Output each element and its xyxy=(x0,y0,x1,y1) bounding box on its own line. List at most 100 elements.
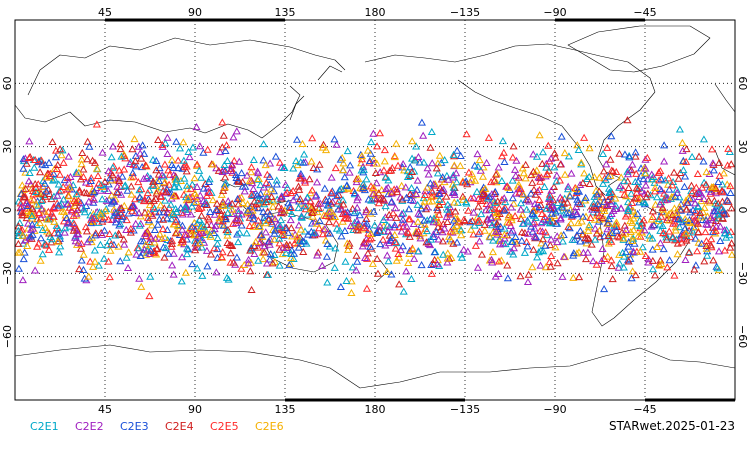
observation-marker xyxy=(87,218,96,227)
observation-marker xyxy=(679,231,688,239)
observation-marker xyxy=(644,255,653,263)
observation-marker xyxy=(224,197,233,205)
observation-marker xyxy=(628,160,637,168)
observation-marker xyxy=(576,237,585,245)
observation-marker xyxy=(458,192,467,200)
observation-marker xyxy=(167,236,177,244)
observation-marker xyxy=(598,149,608,158)
observation-marker xyxy=(275,234,284,242)
observation-marker xyxy=(631,270,640,279)
observation-marker xyxy=(308,134,317,142)
observation-marker xyxy=(197,223,206,231)
observation-marker xyxy=(645,231,654,239)
observation-marker xyxy=(414,247,423,255)
observation-marker xyxy=(206,232,215,240)
observation-marker xyxy=(598,179,608,187)
observation-marker xyxy=(681,172,690,180)
observation-marker xyxy=(343,245,353,253)
observation-marker xyxy=(416,210,425,218)
observation-marker xyxy=(511,211,520,220)
observation-marker xyxy=(587,240,596,248)
legend-item: C2E5 xyxy=(210,420,239,433)
observation-marker xyxy=(515,188,524,196)
observation-marker xyxy=(636,247,645,255)
observation-marker xyxy=(507,203,516,211)
observation-marker xyxy=(600,254,609,262)
observation-marker xyxy=(450,198,459,206)
observation-marker xyxy=(254,169,263,177)
observation-marker xyxy=(475,216,484,224)
coastline-segment xyxy=(14,344,736,389)
observation-marker xyxy=(378,194,388,202)
observation-marker xyxy=(631,148,640,156)
observation-marker xyxy=(213,239,222,247)
observation-marker xyxy=(215,214,224,222)
observation-marker xyxy=(584,226,593,234)
observation-marker xyxy=(724,197,733,205)
observation-marker xyxy=(639,198,648,206)
observation-marker xyxy=(397,210,406,218)
observation-marker xyxy=(143,189,152,197)
observation-marker xyxy=(221,215,230,223)
observation-marker xyxy=(481,184,490,193)
observation-marker xyxy=(72,190,81,198)
observation-marker xyxy=(406,189,415,198)
observation-marker xyxy=(38,225,47,233)
longitude-tick-label: −45 xyxy=(633,403,656,416)
observation-marker xyxy=(129,172,138,180)
observation-marker xyxy=(706,187,715,195)
observation-marker xyxy=(696,213,705,221)
observation-marker xyxy=(104,167,113,175)
observation-marker xyxy=(664,174,673,182)
observation-marker xyxy=(648,265,658,273)
observation-marker xyxy=(395,280,404,288)
observation-marker xyxy=(704,196,713,204)
observation-marker xyxy=(494,163,503,171)
coastline-segment xyxy=(14,85,301,139)
observation-marker xyxy=(268,219,277,227)
observation-marker xyxy=(628,206,638,214)
observation-marker xyxy=(542,163,551,171)
observation-marker xyxy=(187,230,196,238)
observation-marker xyxy=(619,252,629,260)
observation-marker xyxy=(264,215,273,223)
observation-marker xyxy=(660,157,669,165)
observation-marker xyxy=(608,167,618,175)
observation-marker xyxy=(439,250,448,258)
observation-marker xyxy=(270,235,279,243)
observation-marker xyxy=(720,226,729,234)
observation-marker xyxy=(192,197,201,205)
observation-marker xyxy=(163,133,172,141)
observation-marker xyxy=(127,182,136,190)
observation-marker xyxy=(226,166,235,175)
observation-marker xyxy=(111,231,120,239)
observation-marker xyxy=(69,226,78,234)
observation-marker xyxy=(643,175,652,183)
observation-marker xyxy=(426,143,435,151)
observation-marker xyxy=(248,211,257,219)
observation-marker xyxy=(530,224,539,232)
observation-marker xyxy=(501,197,510,206)
observation-marker xyxy=(387,197,396,205)
observation-marker xyxy=(307,219,317,227)
observation-marker xyxy=(249,215,258,223)
observation-marker xyxy=(392,139,401,147)
observation-marker xyxy=(650,187,660,195)
observation-marker xyxy=(393,188,402,196)
observation-marker xyxy=(335,186,344,194)
observation-marker xyxy=(53,191,62,199)
observation-marker xyxy=(251,237,260,245)
observation-marker xyxy=(573,141,582,149)
observation-marker xyxy=(206,250,216,258)
observation-marker xyxy=(77,256,86,264)
observation-marker xyxy=(631,211,640,219)
observation-marker xyxy=(396,245,405,254)
observation-marker xyxy=(279,163,288,171)
observation-marker xyxy=(550,211,559,219)
observation-marker xyxy=(253,191,262,199)
observation-marker xyxy=(448,188,457,197)
observation-marker xyxy=(503,274,512,282)
observation-marker xyxy=(151,194,160,202)
observation-marker xyxy=(74,196,83,204)
observation-marker xyxy=(711,226,720,234)
